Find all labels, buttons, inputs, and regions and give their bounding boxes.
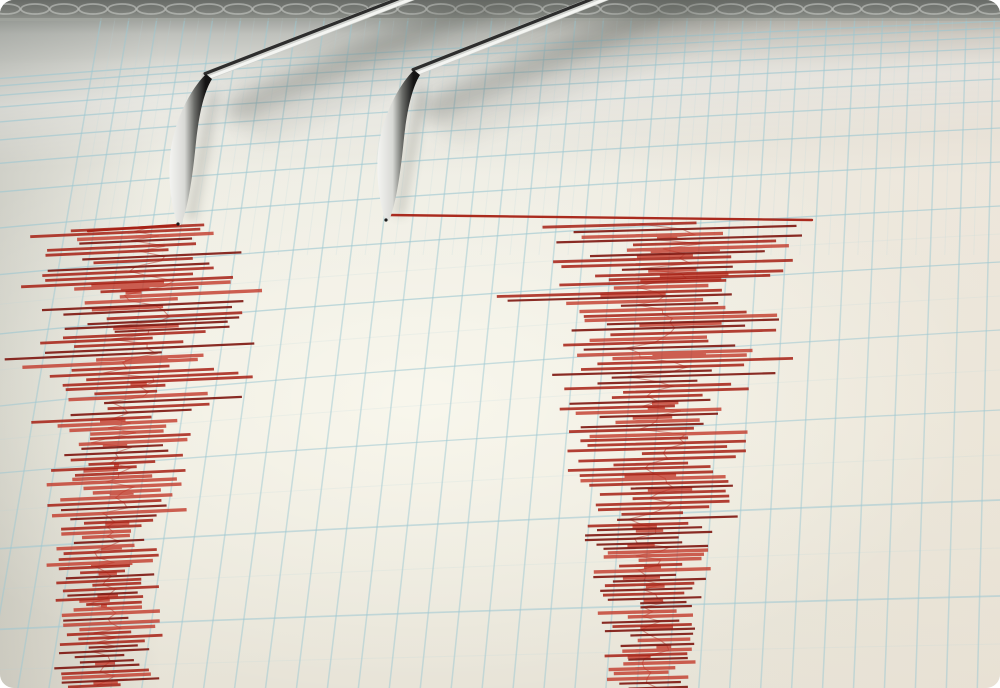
pen-shadows (187, 0, 773, 221)
pen-stylus-right (377, 0, 814, 222)
seismic-trace-right (496, 221, 803, 688)
pen-stylus-left (86, 0, 415, 233)
